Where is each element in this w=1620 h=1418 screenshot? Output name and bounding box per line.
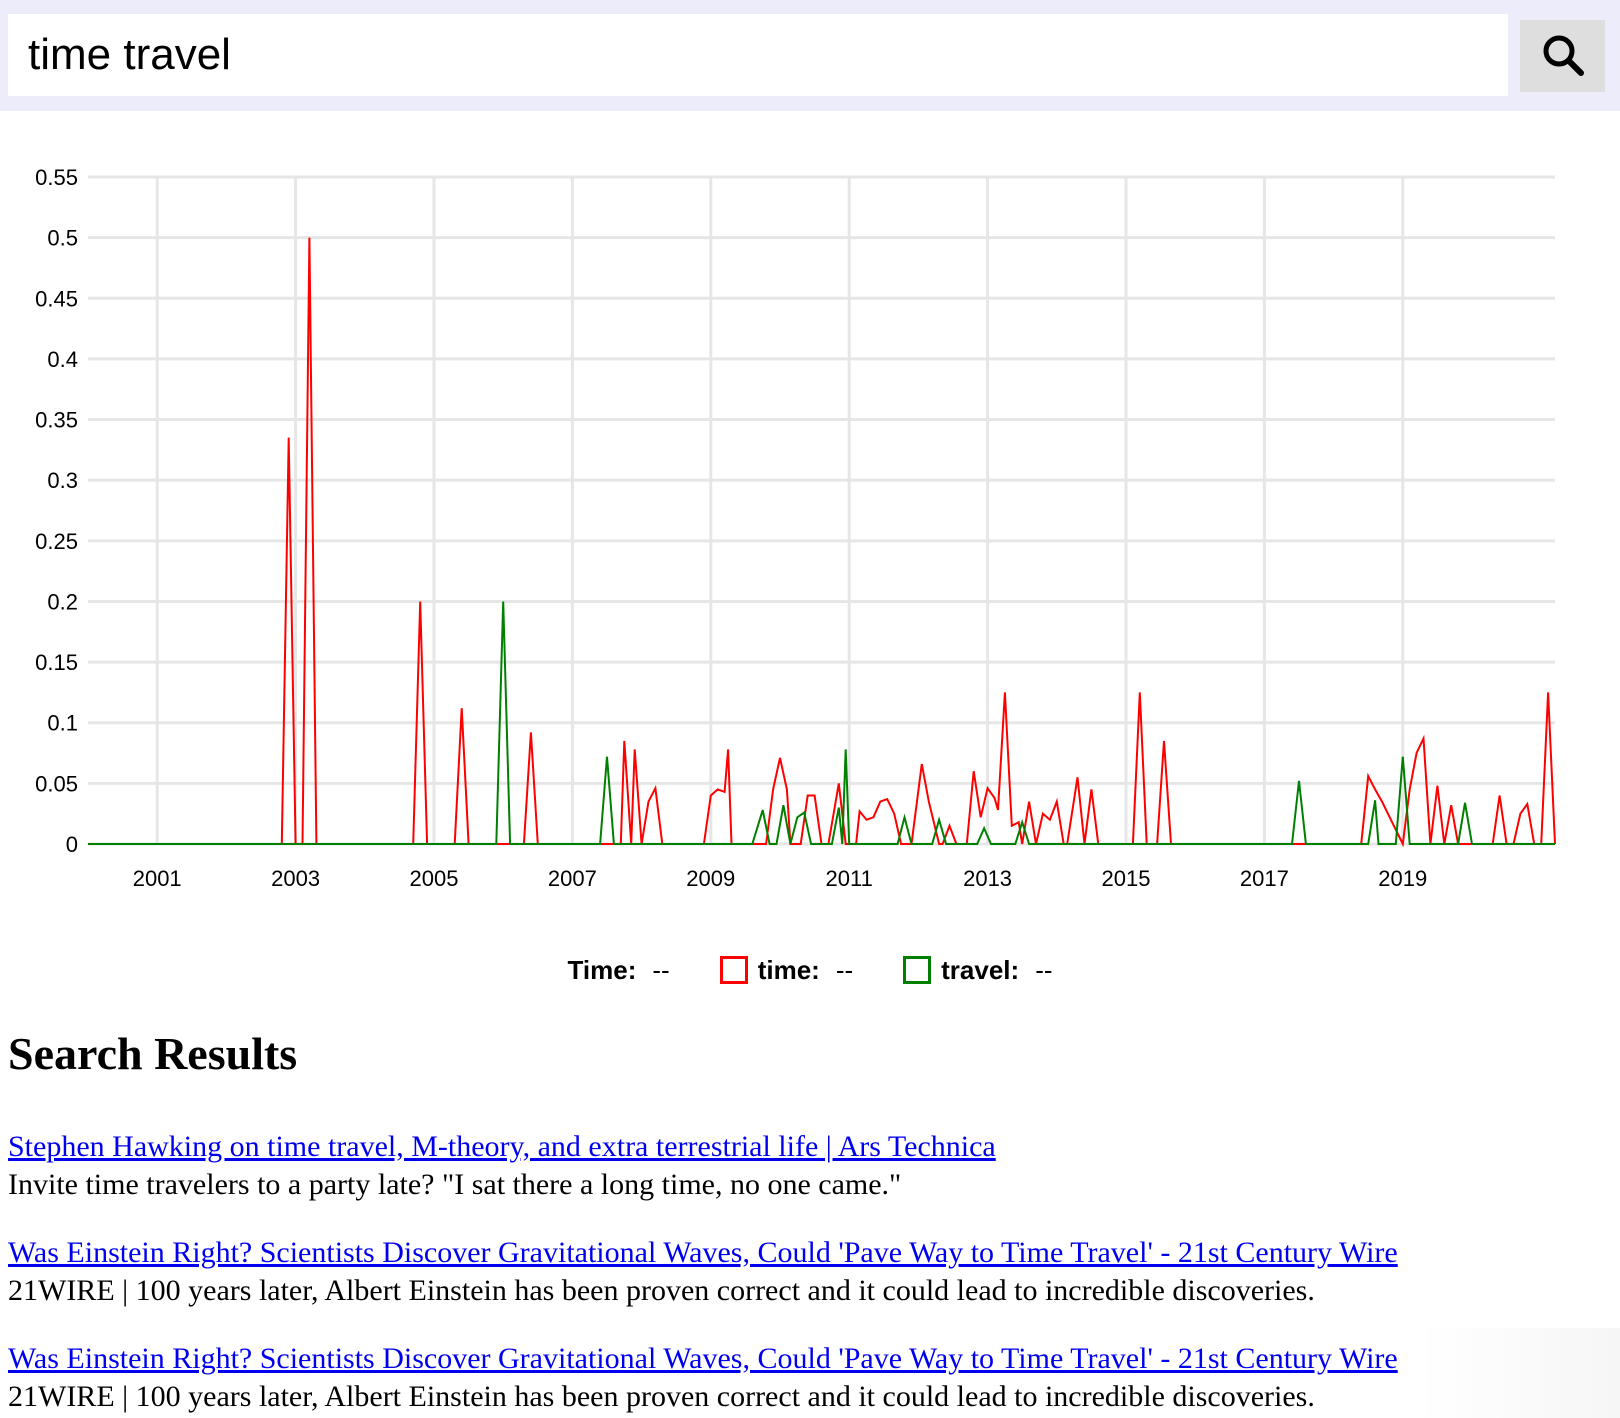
x-tick-label: 2019 — [1378, 866, 1427, 891]
search-input[interactable] — [8, 14, 1508, 96]
results-heading: Search Results — [8, 1028, 298, 1079]
y-tick-label: 0.25 — [35, 529, 78, 554]
grid-layer — [88, 175, 1555, 846]
x-tick-label: 2003 — [271, 866, 320, 891]
legend-time-label: Time: — [567, 954, 637, 985]
result-snippet: 21WIRE | 100 years later, Albert Einstei… — [8, 1380, 1315, 1413]
y-tick-label: 0 — [66, 832, 78, 857]
x-tick-label: 2011 — [826, 866, 873, 891]
legend-value-travel: -- — [1035, 954, 1053, 985]
legend-value-time: -- — [835, 954, 854, 985]
x-tick-label: 2015 — [1101, 866, 1150, 891]
results-list: Stephen Hawking on time travel, M-theory… — [8, 1128, 1608, 1418]
x-tick-label: 2013 — [963, 866, 1012, 891]
y-tick-label: 0.2 — [47, 589, 78, 614]
result-link[interactable]: Was Einstein Right? Scientists Discover … — [8, 1236, 1398, 1269]
result-item: Stephen Hawking on time travel, M-theory… — [8, 1128, 1608, 1204]
legend-swatch-time — [719, 956, 748, 984]
time-series-chart[interactable]: 0 0.05 0.1 0.15 0.2 0.25 0.3 0.35 0.4 0.45 0.5 0.55… — [0, 150, 1620, 910]
result-item: Was Einstein Right? Scientists Discover … — [8, 1234, 1608, 1310]
legend-item-time[interactable]: time: -- — [719, 954, 854, 986]
result-link[interactable]: Was Einstein Right? Scientists Discover … — [8, 1342, 1398, 1375]
y-tick-label: 0.45 — [35, 286, 78, 311]
search-bar — [0, 0, 1620, 111]
chart-legend: Time: -- time: -- travel: -- — [0, 948, 1620, 992]
legend-label-time: time: — [757, 954, 820, 985]
result-snippet: Invite time travelers to a party late? "… — [8, 1168, 902, 1201]
result-item: Was Einstein Right? Scientists Discover … — [8, 1340, 1608, 1416]
y-tick-label: 0.55 — [35, 165, 78, 190]
search-icon — [1541, 33, 1585, 80]
result-snippet: 21WIRE | 100 years later, Albert Einstei… — [8, 1274, 1315, 1307]
series-line-time — [88, 237, 1556, 848]
legend-item-travel[interactable]: travel: -- — [903, 954, 1053, 986]
y-tick-label: 0.35 — [35, 408, 78, 433]
series-line-travel — [88, 601, 1555, 845]
x-tick-label: 2001 — [133, 866, 182, 891]
legend-swatch-travel — [903, 956, 932, 984]
y-tick-label: 0.15 — [35, 650, 78, 675]
result-link[interactable]: Stephen Hawking on time travel, M-theory… — [8, 1130, 996, 1163]
search-button[interactable] — [1520, 20, 1605, 92]
y-tick-label: 0.05 — [35, 771, 78, 796]
y-tick-label: 0.4 — [47, 347, 78, 372]
legend-time-value: -- — [652, 954, 670, 985]
y-tick-label: 0.1 — [47, 711, 78, 736]
series-layer — [88, 237, 1556, 848]
x-tick-label: 2005 — [410, 866, 459, 891]
x-tick-label: 2009 — [686, 866, 735, 891]
chart-svg[interactable]: 0 0.05 0.1 0.15 0.2 0.25 0.3 0.35 0.4 0.45 0.5 0.55… — [0, 150, 1620, 910]
legend-time-readout: Time: -- — [567, 955, 669, 986]
x-axis-ticks: 2001 2003 2005 2007 2009 2011 2013 2015 2017 2019 — [133, 866, 1428, 891]
legend-label-travel: travel: — [941, 954, 1020, 985]
y-tick-label: 0.3 — [47, 468, 78, 493]
y-axis-ticks: 0 0.05 0.1 0.15 0.2 0.25 0.3 0.35 0.4 0.45 0.5 0.55 — [35, 165, 78, 857]
x-tick-label: 2017 — [1240, 866, 1289, 891]
y-tick-label: 0.5 — [47, 226, 78, 251]
x-tick-label: 2007 — [548, 866, 597, 891]
